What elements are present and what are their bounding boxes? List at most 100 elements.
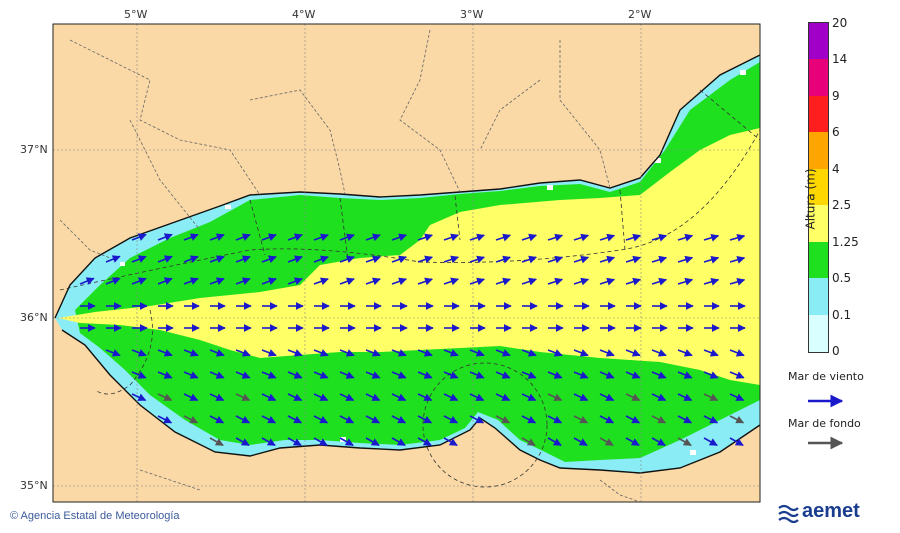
wind-sea-arrow xyxy=(547,415,563,424)
wind-sea-arrow xyxy=(417,437,432,446)
wind-sea-arrow xyxy=(443,371,459,379)
aemet-brand-text: aemet xyxy=(802,500,860,522)
wind-sea-arrow xyxy=(651,277,668,286)
wind-sea-arrow xyxy=(365,393,381,402)
wind-sea-arrow xyxy=(573,393,589,402)
wind-sea-arrow xyxy=(703,277,720,286)
wind-sea-arrow xyxy=(209,393,225,402)
colorbar-band-4-6 xyxy=(809,132,828,169)
wind-sea-arrow xyxy=(183,233,199,241)
wind-sea-arrow xyxy=(339,437,354,446)
wind-sea-arrow xyxy=(547,233,564,242)
wind-sea-arrow xyxy=(573,255,590,264)
wind-sea-arrow xyxy=(547,437,562,446)
wind-sea-arrow xyxy=(209,255,225,263)
swell-arrow xyxy=(651,415,667,424)
wind-sea-arrow xyxy=(287,233,303,242)
wind-sea-arrow xyxy=(235,437,250,446)
wind-sea-arrow xyxy=(235,233,251,241)
wind-sea-arrow xyxy=(677,393,693,402)
wind-sea-arrow xyxy=(313,233,329,242)
colorbar-band-1-25-2-5 xyxy=(809,205,828,242)
wind-sea-arrow xyxy=(391,415,407,424)
wind-sea-arrow xyxy=(625,371,641,379)
wind-sea-arrow xyxy=(131,277,147,285)
swell-arrow xyxy=(235,393,251,402)
wind-sea-arrow xyxy=(443,415,459,424)
wind-sea-arrow xyxy=(417,415,433,424)
wind-sea-arrow xyxy=(547,255,564,264)
wind-sea-arrow xyxy=(703,255,720,264)
swell-legend-label: Mar de fondo xyxy=(788,417,861,430)
wind-sea-arrow xyxy=(547,277,564,286)
wind-sea-arrow xyxy=(131,255,147,263)
graticule xyxy=(53,24,760,502)
wind-sea-arrow xyxy=(209,233,225,241)
wind-sea-arrow xyxy=(391,255,407,264)
wind-sea-arrow xyxy=(651,393,667,402)
colorbar-band-0-5-1-25 xyxy=(809,242,828,278)
colorbar-band-0-1-0-5 xyxy=(809,278,828,315)
swell-arrow xyxy=(183,415,199,424)
wind-sea-arrow xyxy=(599,349,615,357)
wind-sea-arrow xyxy=(157,255,173,263)
lat-label-36n: 36°N xyxy=(20,311,48,324)
wind-sea-arrow xyxy=(183,349,199,357)
wind-sea-arrow xyxy=(313,415,329,424)
wind-sea-arrow xyxy=(729,277,746,286)
swell-arrow xyxy=(703,393,719,402)
wind-sea-arrow xyxy=(521,233,537,242)
wind-sea-arrow xyxy=(443,277,459,286)
swell-arrow xyxy=(677,437,692,446)
wind-sea-arrow xyxy=(131,349,147,357)
wave-height-colorbar xyxy=(808,22,829,353)
wind-sea-arrow xyxy=(79,277,95,285)
wind-sea-arrow xyxy=(391,371,407,379)
wind-sea-arrow xyxy=(495,277,511,286)
colorbar-tick-9: 9 xyxy=(832,89,840,103)
wind-sea-arrow xyxy=(183,371,199,379)
wind-sea-arrow xyxy=(339,371,355,379)
wind-sea-arrow xyxy=(573,349,589,357)
wind-sea-arrow xyxy=(313,349,329,357)
wind-sea-arrow xyxy=(521,371,537,379)
wind-sea-arrow xyxy=(703,233,720,242)
wind-sea-arrow xyxy=(339,415,355,424)
wind-sea-arrow xyxy=(417,349,433,357)
wind-sea-arrow xyxy=(729,393,745,402)
colorbar-band-9-14 xyxy=(809,59,828,96)
wind-sea-arrow xyxy=(339,393,355,402)
swell-arrow xyxy=(729,415,745,424)
wind-sea-arrow xyxy=(573,233,590,242)
wind-sea-arrow xyxy=(599,233,616,242)
wind-sea-arrow xyxy=(443,233,459,242)
wind-sea-arrow xyxy=(599,371,615,379)
wind-sea-arrow xyxy=(391,233,407,242)
wind-sea-arrow xyxy=(677,277,694,286)
colorbar-tick-14: 14 xyxy=(832,52,848,66)
wind-sea-arrow xyxy=(131,371,147,379)
wind-sea-arrow xyxy=(105,349,121,357)
wind-sea-arrow xyxy=(287,393,303,402)
wind-sea-arrow xyxy=(599,255,616,264)
wind-sea-arrow xyxy=(209,349,225,357)
wind-sea-arrow xyxy=(443,349,459,357)
wind-sea-arrow xyxy=(573,277,590,286)
wind-sea-arrow xyxy=(599,277,616,286)
wind-sea-arrow xyxy=(417,233,433,242)
wind-sea-arrow xyxy=(443,437,458,446)
wind-sea-arrow xyxy=(209,415,225,424)
wind-sea-arrow xyxy=(521,277,537,286)
wind-sea-arrow xyxy=(235,255,251,263)
wind-sea-arrow xyxy=(469,233,485,242)
wind-sea-arrow xyxy=(599,393,615,402)
wind-sea-arrow xyxy=(651,233,668,242)
wind-sea-arrow xyxy=(365,255,381,264)
wind-sea-arrow xyxy=(573,371,589,379)
wind-sea-arrow xyxy=(417,371,433,379)
wind-sea-arrow xyxy=(339,349,355,357)
wind-sea-arrow xyxy=(157,371,173,379)
wave-direction-arrows xyxy=(79,233,746,446)
lat-label-37n: 37°N xyxy=(20,143,48,156)
wind-sea-arrow xyxy=(313,371,329,379)
